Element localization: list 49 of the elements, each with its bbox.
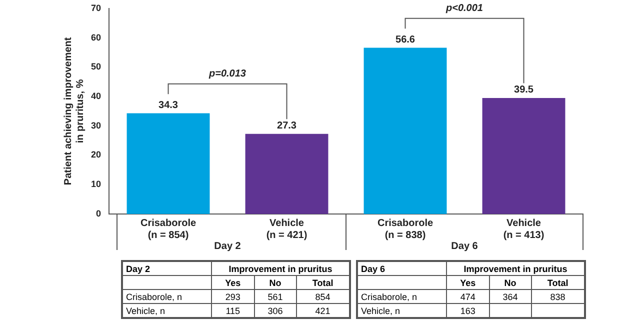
text: 561 <box>254 290 296 304</box>
text: Crisaborole, n <box>357 290 446 304</box>
y-axis-title: Patient achieving improvement in pruritus, % <box>62 36 86 186</box>
data-label: 39.5 <box>514 84 534 96</box>
text: Vehicle, n <box>122 304 212 318</box>
y-tick-label: 30 <box>90 120 102 130</box>
x-tick-label: Crisaborole (n = 838) <box>377 218 434 241</box>
y-tick-label: 70 <box>90 2 102 13</box>
text: Vehicle, n <box>357 304 446 318</box>
text: Improvement in pruritus <box>212 261 350 276</box>
x-tick-label: Crisaborole (n = 854) <box>140 218 196 241</box>
text: Yes <box>212 276 254 290</box>
text: No <box>254 276 296 290</box>
x-tick-label: Vehicle (n = 413) <box>503 218 544 241</box>
bar <box>364 48 447 214</box>
text: Yes <box>446 276 490 290</box>
text: Total <box>296 276 350 290</box>
data-label: 27.3 <box>277 120 297 132</box>
y-tick-label: 0 <box>96 208 102 218</box>
text: 854 <box>296 290 350 304</box>
y-tick-label: 50 <box>90 62 102 72</box>
text: 474 <box>446 290 490 304</box>
y-tick-label: 40 <box>90 91 102 101</box>
text: 838 <box>531 290 585 304</box>
annotation: p<0.001 <box>445 3 484 14</box>
text: 293 <box>212 290 254 304</box>
text: Improvement in pruritus <box>446 261 585 276</box>
bar <box>126 113 210 214</box>
text: No <box>489 276 532 290</box>
text: Day 2 <box>214 240 242 252</box>
text: 364 <box>489 290 532 304</box>
bar <box>245 134 328 214</box>
bar <box>482 98 566 214</box>
text: 421 <box>296 304 350 318</box>
x-tick-label: Vehicle (n = 421) <box>266 218 308 241</box>
text: 163 <box>446 304 490 318</box>
text: 115 <box>212 304 254 318</box>
y-tick-label: 10 <box>90 179 102 190</box>
data-label: 34.3 <box>158 100 178 112</box>
y-tick-label: 60 <box>90 32 102 42</box>
text: Day 2 <box>122 261 212 276</box>
data-label: 56.6 <box>396 34 416 46</box>
text: Day 6 <box>357 261 446 276</box>
text: Total <box>531 276 585 290</box>
text: Crisaborole, n <box>122 290 212 304</box>
y-tick-label: 20 <box>90 150 102 160</box>
annotation: p=0.013 <box>208 68 246 80</box>
text: 306 <box>254 304 296 318</box>
text: Day 6 <box>451 240 478 252</box>
